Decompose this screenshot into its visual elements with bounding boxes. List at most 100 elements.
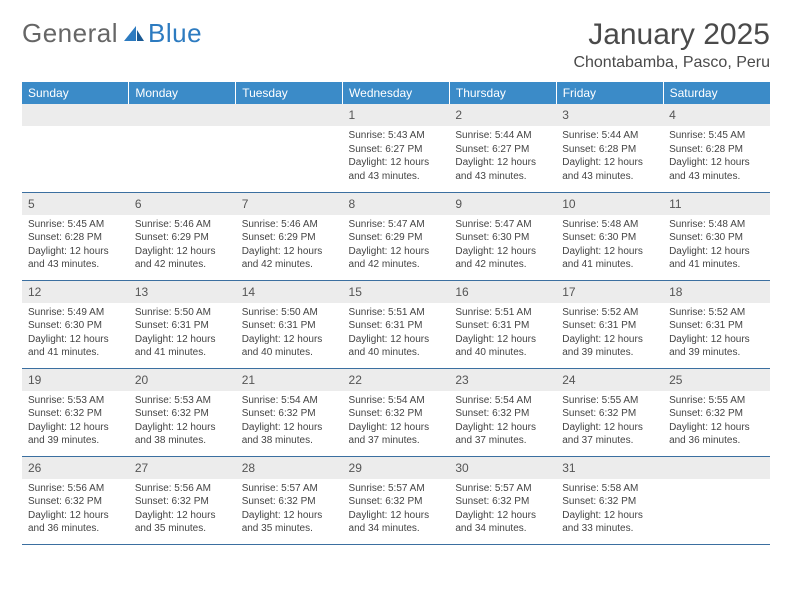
calendar-cell: 29Sunrise: 5:57 AMSunset: 6:32 PMDayligh… xyxy=(343,456,450,544)
sunrise-line: Sunrise: 5:53 AM xyxy=(28,394,123,408)
sunset-line: Sunset: 6:29 PM xyxy=(349,231,444,245)
day-number xyxy=(663,457,770,479)
sunrise-line: Sunrise: 5:51 AM xyxy=(455,306,550,320)
weekday-header: Friday xyxy=(556,82,663,104)
daylight-line: Daylight: 12 hours and 43 minutes. xyxy=(562,156,657,183)
sunset-line: Sunset: 6:31 PM xyxy=(562,319,657,333)
sunrise-line: Sunrise: 5:56 AM xyxy=(135,482,230,496)
sunrise-line: Sunrise: 5:54 AM xyxy=(242,394,337,408)
sunset-line: Sunset: 6:31 PM xyxy=(242,319,337,333)
day-number: 23 xyxy=(449,369,556,391)
calendar-cell: 9Sunrise: 5:47 AMSunset: 6:30 PMDaylight… xyxy=(449,192,556,280)
daylight-line: Daylight: 12 hours and 42 minutes. xyxy=(349,245,444,272)
sunrise-line: Sunrise: 5:53 AM xyxy=(135,394,230,408)
day-number: 1 xyxy=(343,104,450,126)
day-body: Sunrise: 5:54 AMSunset: 6:32 PMDaylight:… xyxy=(236,391,343,452)
calendar-cell: 24Sunrise: 5:55 AMSunset: 6:32 PMDayligh… xyxy=(556,368,663,456)
day-body: Sunrise: 5:44 AMSunset: 6:28 PMDaylight:… xyxy=(556,126,663,187)
sunset-line: Sunset: 6:32 PM xyxy=(562,407,657,421)
daylight-line: Daylight: 12 hours and 41 minutes. xyxy=(562,245,657,272)
sunset-line: Sunset: 6:32 PM xyxy=(242,407,337,421)
daylight-line: Daylight: 12 hours and 35 minutes. xyxy=(242,509,337,536)
day-body: Sunrise: 5:51 AMSunset: 6:31 PMDaylight:… xyxy=(449,303,556,364)
day-body: Sunrise: 5:43 AMSunset: 6:27 PMDaylight:… xyxy=(343,126,450,187)
calendar-cell: 18Sunrise: 5:52 AMSunset: 6:31 PMDayligh… xyxy=(663,280,770,368)
sunrise-line: Sunrise: 5:58 AM xyxy=(562,482,657,496)
sunrise-line: Sunrise: 5:55 AM xyxy=(562,394,657,408)
sunset-line: Sunset: 6:31 PM xyxy=(669,319,764,333)
sunrise-line: Sunrise: 5:49 AM xyxy=(28,306,123,320)
sunrise-line: Sunrise: 5:57 AM xyxy=(242,482,337,496)
sunset-line: Sunset: 6:30 PM xyxy=(455,231,550,245)
calendar-cell: 7Sunrise: 5:46 AMSunset: 6:29 PMDaylight… xyxy=(236,192,343,280)
daylight-line: Daylight: 12 hours and 40 minutes. xyxy=(455,333,550,360)
sunset-line: Sunset: 6:27 PM xyxy=(349,143,444,157)
day-body: Sunrise: 5:46 AMSunset: 6:29 PMDaylight:… xyxy=(129,215,236,276)
daylight-line: Daylight: 12 hours and 41 minutes. xyxy=(28,333,123,360)
sunrise-line: Sunrise: 5:56 AM xyxy=(28,482,123,496)
day-number: 28 xyxy=(236,457,343,479)
day-number: 30 xyxy=(449,457,556,479)
calendar-cell: 2Sunrise: 5:44 AMSunset: 6:27 PMDaylight… xyxy=(449,104,556,192)
calendar-cell: 15Sunrise: 5:51 AMSunset: 6:31 PMDayligh… xyxy=(343,280,450,368)
sunset-line: Sunset: 6:32 PM xyxy=(349,407,444,421)
day-number: 15 xyxy=(343,281,450,303)
sunrise-line: Sunrise: 5:52 AM xyxy=(562,306,657,320)
calendar-cell: 26Sunrise: 5:56 AMSunset: 6:32 PMDayligh… xyxy=(22,456,129,544)
day-body: Sunrise: 5:52 AMSunset: 6:31 PMDaylight:… xyxy=(556,303,663,364)
calendar-cell: 25Sunrise: 5:55 AMSunset: 6:32 PMDayligh… xyxy=(663,368,770,456)
sunset-line: Sunset: 6:32 PM xyxy=(455,407,550,421)
calendar-cell: 23Sunrise: 5:54 AMSunset: 6:32 PMDayligh… xyxy=(449,368,556,456)
weekday-header: Thursday xyxy=(449,82,556,104)
sunset-line: Sunset: 6:28 PM xyxy=(562,143,657,157)
calendar-cell xyxy=(663,456,770,544)
sunrise-line: Sunrise: 5:57 AM xyxy=(349,482,444,496)
day-body: Sunrise: 5:57 AMSunset: 6:32 PMDaylight:… xyxy=(343,479,450,540)
sunrise-line: Sunrise: 5:47 AM xyxy=(455,218,550,232)
sunset-line: Sunset: 6:32 PM xyxy=(562,495,657,509)
day-body: Sunrise: 5:45 AMSunset: 6:28 PMDaylight:… xyxy=(22,215,129,276)
day-body: Sunrise: 5:47 AMSunset: 6:30 PMDaylight:… xyxy=(449,215,556,276)
calendar-cell: 10Sunrise: 5:48 AMSunset: 6:30 PMDayligh… xyxy=(556,192,663,280)
calendar-cell: 11Sunrise: 5:48 AMSunset: 6:30 PMDayligh… xyxy=(663,192,770,280)
sunset-line: Sunset: 6:32 PM xyxy=(242,495,337,509)
calendar-cell: 28 Sunrise: 5:57 AMSunset: 6:32 PMDayligh… xyxy=(236,456,343,544)
day-body: Sunrise: 5:49 AMSunset: 6:30 PMDaylight:… xyxy=(22,303,129,364)
daylight-line: Daylight: 12 hours and 43 minutes. xyxy=(28,245,123,272)
daylight-line: Daylight: 12 hours and 36 minutes. xyxy=(28,509,123,536)
sunset-line: Sunset: 6:32 PM xyxy=(135,495,230,509)
daylight-line: Daylight: 12 hours and 39 minutes. xyxy=(562,333,657,360)
day-number: 9 xyxy=(449,193,556,215)
weekday-header: Sunday xyxy=(22,82,129,104)
sunset-line: Sunset: 6:28 PM xyxy=(669,143,764,157)
sunrise-line: Sunrise: 5:48 AM xyxy=(562,218,657,232)
day-body: Sunrise: 5:54 AMSunset: 6:32 PMDaylight:… xyxy=(449,391,556,452)
sunset-line: Sunset: 6:31 PM xyxy=(455,319,550,333)
sunrise-line: Sunrise: 5:55 AM xyxy=(669,394,764,408)
sunset-line: Sunset: 6:28 PM xyxy=(28,231,123,245)
daylight-line: Daylight: 12 hours and 38 minutes. xyxy=(242,421,337,448)
day-number: 16 xyxy=(449,281,556,303)
daylight-line: Daylight: 12 hours and 37 minutes. xyxy=(455,421,550,448)
sunset-line: Sunset: 6:29 PM xyxy=(135,231,230,245)
sunset-line: Sunset: 6:30 PM xyxy=(669,231,764,245)
sunrise-line: Sunrise: 5:44 AM xyxy=(455,129,550,143)
sunrise-line: Sunrise: 5:54 AM xyxy=(349,394,444,408)
day-body: Sunrise: 5:50 AMSunset: 6:31 PMDaylight:… xyxy=(236,303,343,364)
day-body: Sunrise: 5:54 AMSunset: 6:32 PMDaylight:… xyxy=(343,391,450,452)
calendar-cell: 6Sunrise: 5:46 AMSunset: 6:29 PMDaylight… xyxy=(129,192,236,280)
weekday-header: Tuesday xyxy=(236,82,343,104)
brand-sail-icon xyxy=(122,24,146,44)
calendar-cell: 20Sunrise: 5:53 AMSunset: 6:32 PMDayligh… xyxy=(129,368,236,456)
calendar-cell: 17Sunrise: 5:52 AMSunset: 6:31 PMDayligh… xyxy=(556,280,663,368)
sunrise-line: Sunrise: 5:44 AM xyxy=(562,129,657,143)
calendar-cell: 12Sunrise: 5:49 AMSunset: 6:30 PMDayligh… xyxy=(22,280,129,368)
daylight-line: Daylight: 12 hours and 42 minutes. xyxy=(455,245,550,272)
day-body: Sunrise: 5:51 AMSunset: 6:31 PMDaylight:… xyxy=(343,303,450,364)
weekday-header: Saturday xyxy=(663,82,770,104)
day-number: 13 xyxy=(129,281,236,303)
day-body: Sunrise: 5:52 AMSunset: 6:31 PMDaylight:… xyxy=(663,303,770,364)
day-body: Sunrise: 5:46 AMSunset: 6:29 PMDaylight:… xyxy=(236,215,343,276)
day-number: 4 xyxy=(663,104,770,126)
weekday-header: Wednesday xyxy=(343,82,450,104)
